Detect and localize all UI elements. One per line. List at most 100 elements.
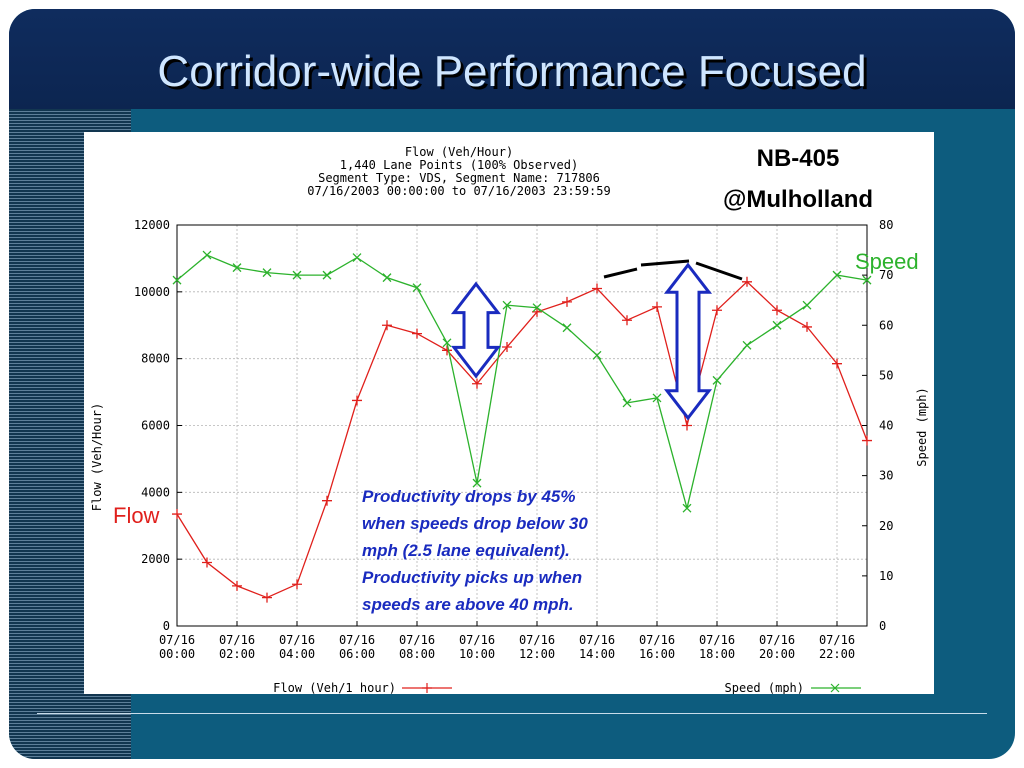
- chart-legend: Flow (Veh/1 hour) Speed (mph): [273, 681, 861, 694]
- flow-point: [472, 378, 482, 389]
- speed-point: [352, 253, 362, 263]
- speed-point: [652, 393, 662, 403]
- y2-tick-label: 50: [879, 368, 893, 382]
- y-tick-label: 6000: [141, 419, 170, 433]
- flow-point: [802, 321, 812, 332]
- legend-marker-flow: [422, 683, 432, 693]
- chart-title: Flow (Veh/Hour): [405, 145, 513, 159]
- x-tick-label-date: 07/16: [279, 633, 315, 647]
- speed-point: [862, 275, 872, 285]
- flow-point: [442, 345, 452, 356]
- chart-subtitle-3: 07/16/2003 00:00:00 to 07/16/2003 23:59:…: [307, 184, 610, 198]
- series-layer: [172, 250, 872, 603]
- flow-point: [292, 579, 302, 590]
- speed-point: [502, 300, 512, 310]
- x-tick-label-time: 12:00: [519, 647, 555, 661]
- speed-series-line: [176, 254, 868, 509]
- legend-marker-speed: [830, 683, 840, 693]
- title-bar: Corridor-wide Performance Focused: [9, 9, 1015, 109]
- y2-tick-label: 20: [879, 519, 893, 533]
- flow-series-line: [176, 280, 868, 599]
- flow-point: [622, 315, 632, 326]
- flow-point: [712, 305, 722, 316]
- flow-point: [262, 592, 272, 603]
- flow-point: [502, 341, 512, 352]
- flow-point: [772, 305, 782, 316]
- y2-axis-label: Speed (mph): [915, 387, 929, 466]
- x-tick-label-date: 07/16: [339, 633, 375, 647]
- x-tick-label-time: 20:00: [759, 647, 795, 661]
- x-tick-label-date: 07/16: [579, 633, 615, 647]
- speed-threshold-bracket: [603, 259, 743, 281]
- x-tick-label-time: 08:00: [399, 647, 435, 661]
- y2-tick-label: 30: [879, 469, 893, 483]
- y2-tick-label: 70: [879, 268, 893, 282]
- flow-point: [652, 301, 662, 312]
- y2-tick-label: 40: [879, 419, 893, 433]
- y2-tick-label: 60: [879, 318, 893, 332]
- y-tick-label: 2000: [141, 552, 170, 566]
- double-arrow-shape: [663, 262, 713, 421]
- x-tick-label-date: 07/16: [699, 633, 735, 647]
- chart-subtitle-2: Segment Type: VDS, Segment Name: 717806: [318, 171, 600, 185]
- flow-point: [832, 358, 842, 369]
- flow-series-label: Flow: [113, 503, 160, 528]
- x-tick-label-time: 16:00: [639, 647, 675, 661]
- speed-point: [742, 340, 752, 350]
- annotation-line-1: Productivity drops by 45%: [362, 487, 576, 506]
- location-line-2: @Mulholland: [723, 186, 873, 213]
- speed-point: [232, 263, 242, 273]
- speed-point: [682, 503, 692, 513]
- grid-layer: [177, 225, 867, 626]
- x-tick-label-date: 07/16: [819, 633, 855, 647]
- annotation-line-2: when speeds drop below 30: [362, 514, 588, 533]
- flow-point: [862, 435, 872, 446]
- flow-point: [232, 580, 242, 591]
- speed-point: [412, 283, 422, 293]
- location-line-1: NB-405: [757, 145, 840, 172]
- y-tick-label: 12000: [134, 218, 170, 232]
- speed-point: [592, 350, 602, 360]
- speed-point: [442, 338, 452, 348]
- x-tick-label-time: 04:00: [279, 647, 315, 661]
- x-tick-label-time: 00:00: [159, 647, 195, 661]
- flow-point: [322, 495, 332, 506]
- flow-point: [412, 328, 422, 339]
- x-tick-label-date: 07/16: [219, 633, 255, 647]
- x-tick-label-time: 18:00: [699, 647, 735, 661]
- y2-tick-label: 10: [879, 569, 893, 583]
- y2-tick-label: 0: [879, 619, 886, 633]
- flow-point: [592, 283, 602, 294]
- y-tick-label: 8000: [141, 352, 170, 366]
- speed-series-label: Speed: [855, 249, 919, 274]
- x-tick-label-date: 07/16: [459, 633, 495, 647]
- x-tick-label-date: 07/16: [399, 633, 435, 647]
- x-tick-label-date: 07/16: [639, 633, 675, 647]
- flow-point: [382, 320, 392, 331]
- double-arrow-shape: [450, 281, 502, 379]
- x-tick-label-time: 10:00: [459, 647, 495, 661]
- ticks-layer: 0 2000 4000 6000 8000 10000 12000 0 10 20 30 40 50 60…: [134, 218, 894, 661]
- speed-point: [712, 375, 722, 385]
- flow-point: [172, 509, 182, 520]
- flow-point: [202, 557, 212, 568]
- speed-point: [772, 320, 782, 330]
- x-tick-label-date: 07/16: [159, 633, 195, 647]
- speed-point: [472, 478, 482, 488]
- flow-point: [682, 420, 692, 431]
- annotation-text: Productivity drops by 45% when speeds dr…: [362, 487, 588, 614]
- speed-point: [532, 303, 542, 313]
- y-tick-label: 4000: [141, 485, 170, 499]
- x-tick-label-time: 02:00: [219, 647, 255, 661]
- speed-point: [562, 323, 572, 333]
- x-tick-label-date: 07/16: [759, 633, 795, 647]
- speed-point: [172, 275, 182, 285]
- annotation-line-5: speeds are above 40 mph.: [362, 595, 574, 614]
- y-axis-label: Flow (Veh/Hour): [90, 403, 104, 511]
- y2-tick-label: 80: [879, 218, 893, 232]
- flow-point: [562, 296, 572, 307]
- footer-line: [37, 713, 987, 714]
- x-tick-label-time: 14:00: [579, 647, 615, 661]
- legend-label-flow: Flow (Veh/1 hour): [273, 681, 396, 694]
